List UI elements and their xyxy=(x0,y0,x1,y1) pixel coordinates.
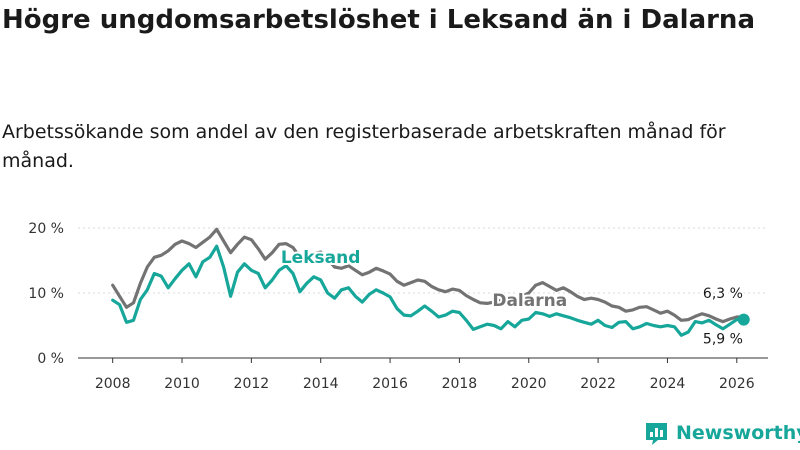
y-tick-label: 0 % xyxy=(37,351,64,367)
leksand-series-label: Leksand xyxy=(281,248,361,268)
x-tick-label: 2020 xyxy=(511,376,547,392)
newsworthy-logo-icon xyxy=(646,423,667,445)
x-tick-label: 2012 xyxy=(234,376,270,392)
x-tick-label: 2024 xyxy=(650,376,686,392)
x-tick-label: 2014 xyxy=(303,376,339,392)
series-line-dalarna xyxy=(111,227,746,324)
leksand-end-value-label: 5,9 % xyxy=(703,332,743,348)
x-tick-label: 2008 xyxy=(95,376,131,392)
newsworthy-logo-text: Newsworthy xyxy=(676,422,800,444)
chart-subtitle: Arbetssökande som andel av den registerb… xyxy=(2,121,726,172)
x-tick-label: 2022 xyxy=(580,376,616,392)
x-tick-label: 2018 xyxy=(442,376,478,392)
dalarna-series-label: Dalarna xyxy=(492,291,567,311)
x-tick-label: 2010 xyxy=(164,376,200,392)
series-line-leksand xyxy=(111,244,746,337)
dalarna-end-value-label: 6,3 % xyxy=(703,286,743,302)
x-tick-label: 2026 xyxy=(719,376,755,392)
y-tick-label: 20 % xyxy=(28,221,64,237)
chart-title: Högre ungdomsarbetslöshet i Leksand än i… xyxy=(2,5,755,35)
line-chart: 0 % 10 % 20 % 2008 2010 2012 2014 2016 2018 2020 2… xyxy=(28,221,768,392)
newsworthy-logo[interactable]: Newsworthy xyxy=(644,418,800,448)
leksand-end-marker xyxy=(737,313,750,326)
y-tick-label: 10 % xyxy=(28,286,64,302)
x-tick-label: 2016 xyxy=(372,376,408,392)
